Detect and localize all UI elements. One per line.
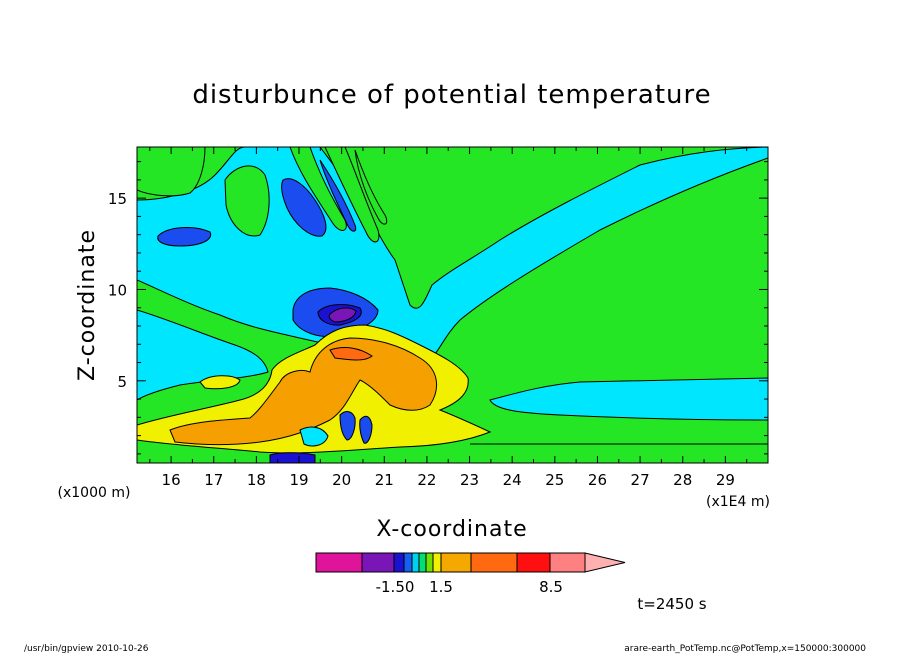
- x-tick-label: 24: [503, 471, 522, 489]
- colorbar-segment: [315, 552, 363, 573]
- colorbar-segment: [418, 552, 427, 573]
- blue-blob-upper: [281, 178, 327, 237]
- cyan-surface-bits: [299, 426, 329, 447]
- purple-core: [328, 307, 357, 323]
- colorbar-segment: [516, 552, 551, 573]
- colorbar-segment: [393, 552, 405, 573]
- darkorange-streak: [329, 347, 373, 361]
- green-streak-3: [354, 149, 388, 225]
- colorbar-segment: [403, 552, 413, 573]
- colorbar-arrow: [584, 552, 626, 573]
- colorbar: -1.50 1.5 8.5: [315, 552, 626, 596]
- time-label: t=2450 s: [637, 595, 706, 613]
- x-tick-label: 18: [247, 471, 266, 489]
- x-tick-label: 17: [204, 471, 223, 489]
- x-tick-label: 23: [460, 471, 479, 489]
- colorbar-segment: [432, 552, 442, 573]
- green-streak-2: [324, 147, 380, 243]
- colorbar-label: -1.50: [376, 578, 415, 596]
- x-tick-label: 22: [417, 471, 436, 489]
- surface-band-dark3: [359, 415, 373, 444]
- cyan-band-right: [489, 377, 768, 421]
- colorbar-label: 8.5: [539, 578, 563, 596]
- colorbar-label: 1.5: [429, 578, 453, 596]
- contour-plot-area: [137, 147, 768, 463]
- colorbar-segment: [361, 552, 395, 573]
- surface-band-dark2: [339, 411, 356, 441]
- surface-dark-band: [269, 452, 316, 463]
- x-tick-label: 25: [545, 471, 564, 489]
- colorbar-segment: [549, 552, 586, 573]
- colorbar-segment: [425, 552, 434, 573]
- green-island-top-left: [137, 147, 206, 197]
- chart-title: disturbunce of potential temperature: [192, 80, 711, 110]
- y-tick-label: 5: [117, 373, 127, 391]
- y-tick-label: 15: [108, 190, 127, 208]
- colorbar-segment: [440, 552, 472, 573]
- x-tick-label: 26: [588, 471, 607, 489]
- green-streak-1: [289, 147, 347, 231]
- x-tick-label: 16: [162, 471, 181, 489]
- blue-blob-left: [157, 227, 212, 247]
- y-axis-ticks: 5 10 15: [108, 161, 768, 455]
- x-axis-ticks: 16 17 18 19 20 21 22 23 24 25 26 27 28 29: [149, 147, 748, 489]
- x-tick-label: 21: [375, 471, 394, 489]
- x-tick-label: 27: [631, 471, 650, 489]
- blue-streak: [319, 159, 357, 232]
- x-tick-label: 20: [332, 471, 351, 489]
- colorbar-segment: [411, 552, 420, 573]
- colorbar-segment: [470, 552, 518, 573]
- x-axis-label: X-coordinate: [376, 517, 527, 542]
- green-island-upper: [224, 165, 270, 237]
- x-tick-label: 28: [673, 471, 692, 489]
- x-tick-label: 19: [289, 471, 308, 489]
- plot-frame: [136, 146, 769, 464]
- y-tick-label: 10: [108, 281, 127, 299]
- x-unit-label: (x1E4 m): [706, 494, 770, 510]
- footer-left: /usr/bin/gpview 2010-10-26: [24, 644, 149, 654]
- y-axis-label: Z-coordinate: [75, 229, 100, 381]
- x-tick-label: 29: [716, 471, 735, 489]
- y-unit-label: (x1000 m): [58, 485, 131, 501]
- footer-right: arare-earth_PotTemp.nc@PotTemp,x=150000:…: [624, 644, 866, 654]
- yellow-blob-small: [199, 375, 241, 390]
